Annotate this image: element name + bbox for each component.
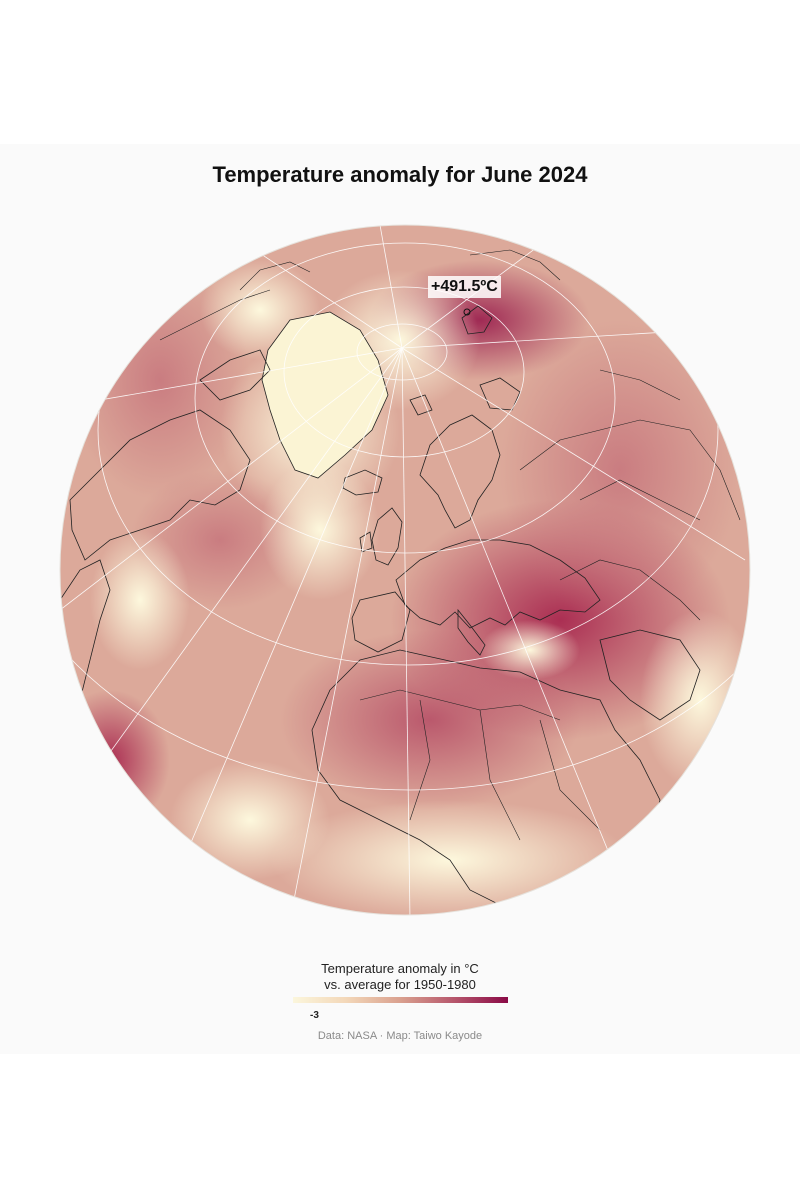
globe-outline [59,224,751,916]
peak-anomaly-label: +491.5ºC [428,276,501,298]
legend-min-tick: -3 [310,1010,319,1021]
british-isles-outline [371,507,403,566]
graticule [60,225,750,915]
legend-title-line2: vs. average for 1950-1980 [324,977,476,992]
legend-title-line1: Temperature anomaly in °C [321,961,479,976]
europe-outline [395,539,601,629]
legend-title: Temperature anomaly in °C vs. average fo… [250,961,550,993]
greenland-outline [261,311,389,479]
iceland-outline [342,469,383,496]
middle-east-outline [599,629,701,721]
scandinavia-outline [419,414,501,529]
map-title: Temperature anomaly for June 2024 [212,162,588,187]
legend-color-bar [293,997,508,1003]
globe [60,225,750,915]
source-caption: Data: NASA · Map: Taiwo Kayode [317,1030,483,1042]
peak-marker [463,308,471,316]
north-america-outline [69,409,251,561]
